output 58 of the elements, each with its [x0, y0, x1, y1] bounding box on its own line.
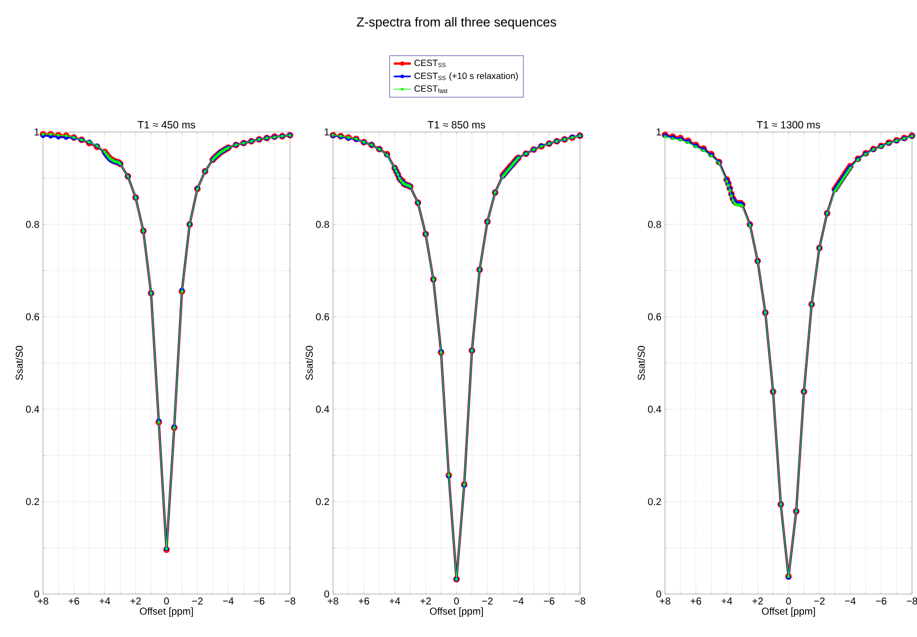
y-tick-label: 0 [324, 590, 330, 598]
x-tick-label: +4 [390, 598, 400, 604]
x-tick-label: +4 [722, 598, 732, 604]
x-tick-label: −8 [284, 598, 296, 605]
y-tick-label: 0.4 [26, 406, 40, 413]
x-tick-label: 0 [786, 598, 791, 605]
x-tick-label: +8 [38, 598, 48, 605]
y-tick-label: 0.8 [316, 220, 330, 228]
x-tick-label: +2 [130, 598, 141, 604]
y-axis-title: Ssat/S0 [305, 346, 313, 380]
x-tick-label: −8 [906, 598, 917, 605]
y-tick-label: 0.6 [316, 313, 330, 320]
x-tick-label: +6 [68, 598, 80, 605]
x-tick-label: 0 [164, 598, 169, 605]
y-axis-title: Ssat/S0 [15, 346, 23, 380]
chart-subtitle: T1 ≈ 850 ms [428, 121, 486, 128]
y-axis-title: Ssat/S0 [637, 346, 645, 380]
y-tick-label: 0.6 [648, 313, 662, 320]
x-tick-label: +4 [100, 598, 110, 604]
x-tick-label: −4 [513, 598, 524, 604]
x-axis-title: Offset [ppm] [762, 607, 815, 617]
y-tick-label: 0.8 [648, 220, 662, 228]
x-tick-label: −2 [814, 598, 825, 604]
x-tick-label: +2 [752, 598, 763, 604]
x-tick-label: −6 [876, 598, 886, 605]
legend-label: CEST$_{fast}$ [414, 85, 448, 93]
y-tick-label: 0.4 [648, 406, 662, 413]
x-tick-label: +8 [660, 598, 670, 605]
y-tick-label: 1 [324, 128, 330, 136]
y-tick-label: 0 [656, 590, 662, 598]
chart-title: Z-spectra from all three sequences [356, 17, 556, 30]
x-tick-label: −2 [192, 598, 203, 604]
x-axis-title: Offset [ppm] [430, 607, 483, 617]
y-tick-label: 0.6 [26, 313, 40, 320]
y-tick-label: 0.2 [26, 498, 39, 506]
chart-title: T1 ≈ 1300 ms [756, 121, 820, 128]
x-axis-title: Offset [ppm] [140, 607, 193, 617]
x-tick-label: −4 [845, 598, 856, 604]
x-tick-label: +6 [358, 598, 370, 605]
x-tick-label: −4 [223, 598, 234, 604]
chart-title: T1 ≈ 450 ms [138, 121, 196, 128]
y-tick-label: 0.4 [316, 406, 330, 413]
y-tick-label: 1 [656, 128, 662, 136]
x-tick-label: 0 [454, 598, 459, 605]
y-tick-label: 0.2 [316, 498, 329, 506]
legend-label: CEST$_{SS}$ (+10 s relaxation) [414, 72, 518, 81]
y-tick-label: 0.8 [26, 220, 40, 228]
legend-label: CEST$_{SS}$ [414, 60, 446, 68]
x-tick-label: +6 [690, 598, 702, 605]
x-tick-label: −8 [574, 598, 586, 605]
x-tick-label: +8 [328, 598, 338, 605]
x-tick-label: −6 [544, 598, 554, 605]
x-tick-label: +2 [420, 598, 431, 604]
y-tick-label: 0.2 [648, 498, 661, 506]
y-tick-label: 0 [34, 590, 40, 598]
y-tick-label: 1 [34, 128, 39, 136]
x-tick-label: −6 [254, 598, 264, 605]
x-tick-label: −2 [482, 598, 493, 604]
